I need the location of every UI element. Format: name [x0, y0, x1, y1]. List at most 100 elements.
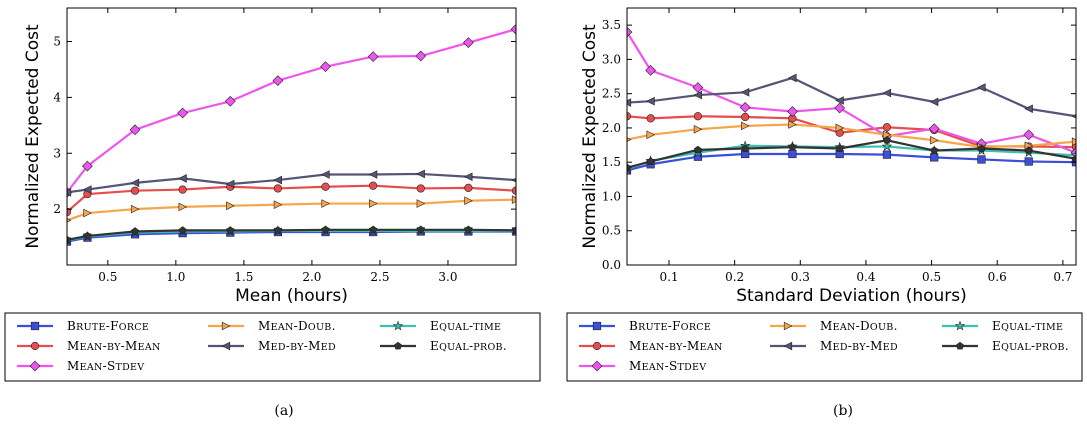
data-point-equal-prob [464, 225, 473, 234]
legend-item-equal-prob: EQUAL-PROB. [942, 339, 1069, 353]
legend-swatch-marker [392, 320, 404, 331]
y-tick-label: 2.5 [602, 87, 621, 101]
series-mean-by-mean [67, 181, 516, 217]
legend-swatch-marker [30, 321, 40, 331]
x-tick-label: 0.5 [98, 270, 117, 284]
data-point-mean-doub [511, 195, 516, 204]
data-point-mean-by-mean [464, 183, 473, 192]
series-mean-doub [627, 120, 1076, 152]
series-mean-doub [67, 195, 516, 223]
data-point-equal-prob [178, 226, 187, 234]
series-equal-prob [627, 136, 1076, 172]
data-point-equal-prob [882, 136, 891, 144]
data-point-mean-by-mean [321, 182, 330, 191]
legend-swatch-marker [592, 321, 602, 331]
data-point-med-by-med [273, 175, 282, 185]
x-tick-label: 0.7 [1053, 270, 1072, 284]
series-med-by-med [627, 73, 1076, 119]
data-point-med-by-med [416, 169, 425, 179]
data-point-equal-prob [646, 157, 655, 165]
legend-label: EQUAL-PROB. [430, 339, 507, 353]
data-point-mean-stdev [320, 61, 331, 73]
legend-label: MEAN-BY-MEAN [67, 339, 161, 353]
data-point-mean-by-mean [646, 114, 655, 123]
plot-area [67, 23, 516, 246]
legend: BRUTE-FORCE MEAN-DOUB. EQUAL-TIME MEAN-BY-M… [4, 312, 541, 382]
data-point-med-by-med [1071, 114, 1076, 119]
data-point-mean-doub [627, 137, 632, 142]
data-point-mean-stdev [415, 50, 427, 62]
data-point-mean-doub [416, 199, 426, 208]
series-equal-prob [67, 225, 516, 244]
legend-box [4, 312, 541, 382]
data-point-equal-prob [369, 225, 378, 234]
data-point-mean-doub [1071, 137, 1076, 146]
plot-frame [626, 7, 1077, 266]
data-point-med-by-med [321, 170, 330, 179]
legend-item-equal-prob: EQUAL-PROB. [380, 339, 507, 353]
legend-swatch-marker [394, 341, 402, 350]
legend-item-mean-by-mean: MEAN-BY-MEAN [579, 339, 723, 353]
series-mean-stdev [627, 26, 1076, 158]
data-point-equal-prob [1072, 154, 1076, 163]
data-point-mean-stdev [177, 107, 189, 119]
data-point-mean-doub [130, 204, 140, 214]
legend-item-equal-time: EQUAL-TIME [942, 319, 1063, 333]
data-point-equal-prob [741, 144, 750, 152]
legend-box [566, 312, 1083, 382]
legend-label: MEAN-STDEV [629, 359, 706, 373]
data-point-med-by-med [368, 170, 378, 179]
x-tick-label: 0.2 [725, 270, 744, 284]
data-point-mean-stdev [129, 124, 141, 136]
legend-label: MEAN-DOUB. [820, 319, 898, 333]
legend-item-mean-stdev: MEAN-STDEV [17, 359, 144, 373]
data-point-mean-doub [464, 196, 473, 206]
x-tick-label: 0.1 [659, 270, 678, 284]
data-point-med-by-med [646, 96, 655, 106]
data-point-mean-by-mean [511, 186, 516, 195]
data-point-mean-stdev [272, 75, 284, 86]
x-tick-label: 0.5 [922, 270, 941, 284]
data-point-mean-doub [741, 121, 750, 131]
plot-area [627, 26, 1076, 175]
legend-item-mean-stdev: MEAN-STDEV [579, 359, 706, 373]
data-point-mean-doub [226, 201, 235, 211]
data-point-mean-doub [646, 130, 656, 140]
legend-label: EQUAL-TIME [992, 319, 1063, 333]
data-point-mean-doub [693, 125, 703, 134]
x-tick-label: 0.3 [791, 270, 810, 284]
legend-swatch-marker [221, 321, 231, 331]
data-point-mean-by-mean [130, 186, 140, 195]
data-point-mean-stdev [787, 106, 798, 117]
y-tick-label: 1.0 [602, 189, 621, 203]
data-point-mean-stdev [834, 102, 846, 114]
legend-item-brute-force: BRUTE-FORCE [17, 319, 149, 333]
data-point-mean-stdev [645, 65, 656, 76]
legend-label: MED-BY-MED [258, 339, 336, 353]
y-tick-label: 0.0 [602, 258, 621, 272]
data-point-mean-by-mean [273, 184, 282, 193]
data-point-mean-doub [83, 208, 92, 218]
data-point-med-by-med [977, 83, 986, 92]
data-point-equal-time [881, 141, 893, 151]
legend-item-med-by-med: MED-BY-MED [770, 339, 898, 353]
legend-label: MEAN-BY-MEAN [629, 339, 723, 353]
x-tick-label: 2.0 [302, 270, 321, 284]
y-tick-label: 2.0 [602, 121, 621, 135]
legend-label: MED-BY-MED [820, 339, 898, 353]
data-point-mean-stdev [928, 123, 940, 134]
data-point-equal-prob [930, 146, 939, 154]
data-point-equal-prob [273, 226, 282, 234]
legend: BRUTE-FORCE MEAN-DOUB. EQUAL-TIME MEAN-BY-M… [566, 312, 1083, 382]
legend-label: BRUTE-FORCE [67, 319, 149, 333]
legend-label: MEAN-DOUB. [258, 319, 336, 333]
data-point-mean-by-mean [178, 185, 187, 194]
legend-swatch-marker [30, 341, 40, 351]
y-tick-label: 1.5 [602, 155, 621, 169]
data-point-med-by-med [835, 96, 844, 105]
data-point-equal-prob [788, 142, 797, 151]
y-tick-label: 5 [53, 35, 61, 49]
data-point-equal-prob [627, 163, 631, 172]
legend-label: EQUAL-TIME [430, 319, 501, 333]
x-tick-label: 3.0 [438, 270, 457, 284]
